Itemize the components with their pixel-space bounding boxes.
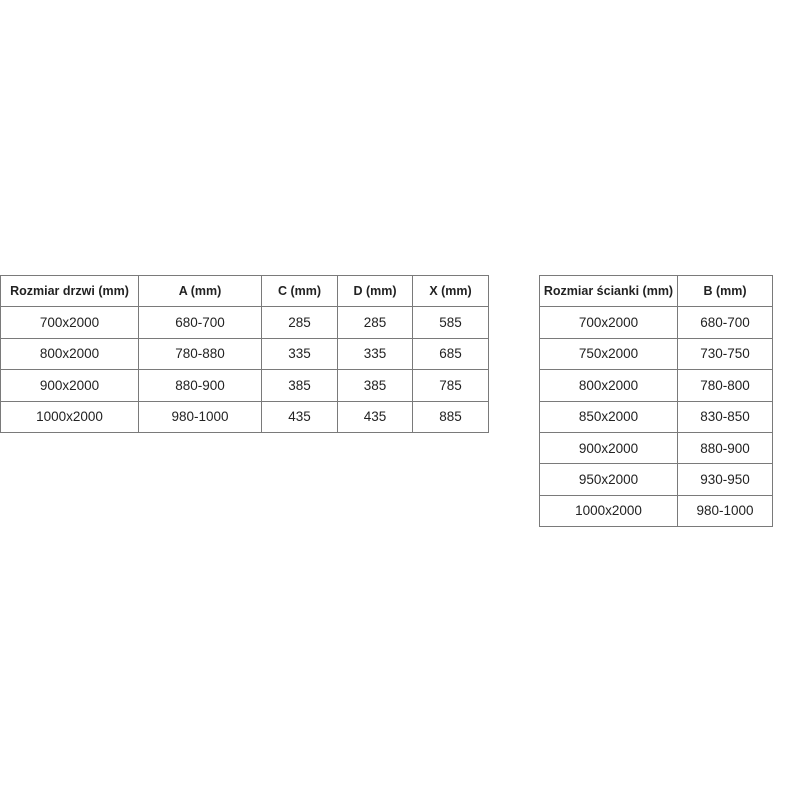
table-cell: 800x2000 bbox=[0, 337, 139, 371]
table-cell: 900x2000 bbox=[539, 431, 678, 465]
column-header: D (mm) bbox=[337, 274, 413, 308]
table-cell: 900x2000 bbox=[0, 369, 139, 402]
table-cell: 285 bbox=[261, 306, 338, 339]
table-cell: 680-700 bbox=[138, 306, 262, 339]
wall-size-table: Rozmiar ścianki (mm) B (mm) 700x2000 680-70… bbox=[539, 274, 773, 528]
table-cell: 585 bbox=[412, 306, 489, 339]
table-cell: 385 bbox=[261, 369, 338, 402]
door-size-table: Rozmiar drzwi (mm) A (mm) C (mm) D (mm) X (m… bbox=[0, 274, 489, 433]
table-row: 900x2000 880-900 bbox=[539, 431, 773, 465]
column-header: Rozmiar drzwi (mm) bbox=[0, 274, 139, 308]
table-row: 800x2000 780-800 bbox=[539, 369, 773, 402]
table-row: 800x2000 780-880 335 335 685 bbox=[0, 337, 489, 371]
column-header: Rozmiar ścianki (mm) bbox=[539, 274, 678, 308]
table-cell: 885 bbox=[412, 400, 489, 433]
table-cell: 285 bbox=[337, 306, 413, 339]
table-cell: 750x2000 bbox=[539, 337, 678, 371]
table-row: 950x2000 930-950 bbox=[539, 463, 773, 496]
table-cell: 730-750 bbox=[677, 337, 773, 371]
header-row: Rozmiar drzwi (mm) A (mm) C (mm) D (mm) X (m… bbox=[0, 274, 489, 308]
table-cell: 780-880 bbox=[138, 337, 262, 371]
column-header: B (mm) bbox=[677, 274, 773, 308]
table-row: 850x2000 830-850 bbox=[539, 400, 773, 433]
table-cell: 780-800 bbox=[677, 369, 773, 402]
table-row: 700x2000 680-700 bbox=[539, 306, 773, 339]
table-cell: 700x2000 bbox=[0, 306, 139, 339]
table-cell: 785 bbox=[412, 369, 489, 402]
table-cell: 700x2000 bbox=[539, 306, 678, 339]
table-cell: 435 bbox=[261, 400, 338, 433]
column-header: A (mm) bbox=[138, 274, 262, 308]
table-cell: 830-850 bbox=[677, 400, 773, 433]
table-row: 1000x2000 980-1000 bbox=[539, 494, 773, 528]
table-row: 750x2000 730-750 bbox=[539, 337, 773, 371]
table-cell: 335 bbox=[337, 337, 413, 371]
table-cell: 850x2000 bbox=[539, 400, 678, 433]
column-header: X (mm) bbox=[412, 274, 489, 308]
table-cell: 880-900 bbox=[677, 431, 773, 465]
table-cell: 980-1000 bbox=[138, 400, 262, 433]
table-cell: 680-700 bbox=[677, 306, 773, 339]
table-cell: 950x2000 bbox=[539, 463, 678, 496]
table-row: 1000x2000 980-1000 435 435 885 bbox=[0, 400, 489, 433]
table-cell: 880-900 bbox=[138, 369, 262, 402]
table-row: 700x2000 680-700 285 285 585 bbox=[0, 306, 489, 339]
table-cell: 435 bbox=[337, 400, 413, 433]
table-cell: 1000x2000 bbox=[539, 494, 678, 528]
table-cell: 1000x2000 bbox=[0, 400, 139, 433]
table-cell: 335 bbox=[261, 337, 338, 371]
column-header: C (mm) bbox=[261, 274, 338, 308]
table-cell: 930-950 bbox=[677, 463, 773, 496]
table-cell: 385 bbox=[337, 369, 413, 402]
table-cell: 800x2000 bbox=[539, 369, 678, 402]
table-cell: 980-1000 bbox=[677, 494, 773, 528]
header-row: Rozmiar ścianki (mm) B (mm) bbox=[539, 274, 773, 308]
table-row: 900x2000 880-900 385 385 785 bbox=[0, 369, 489, 402]
table-cell: 685 bbox=[412, 337, 489, 371]
